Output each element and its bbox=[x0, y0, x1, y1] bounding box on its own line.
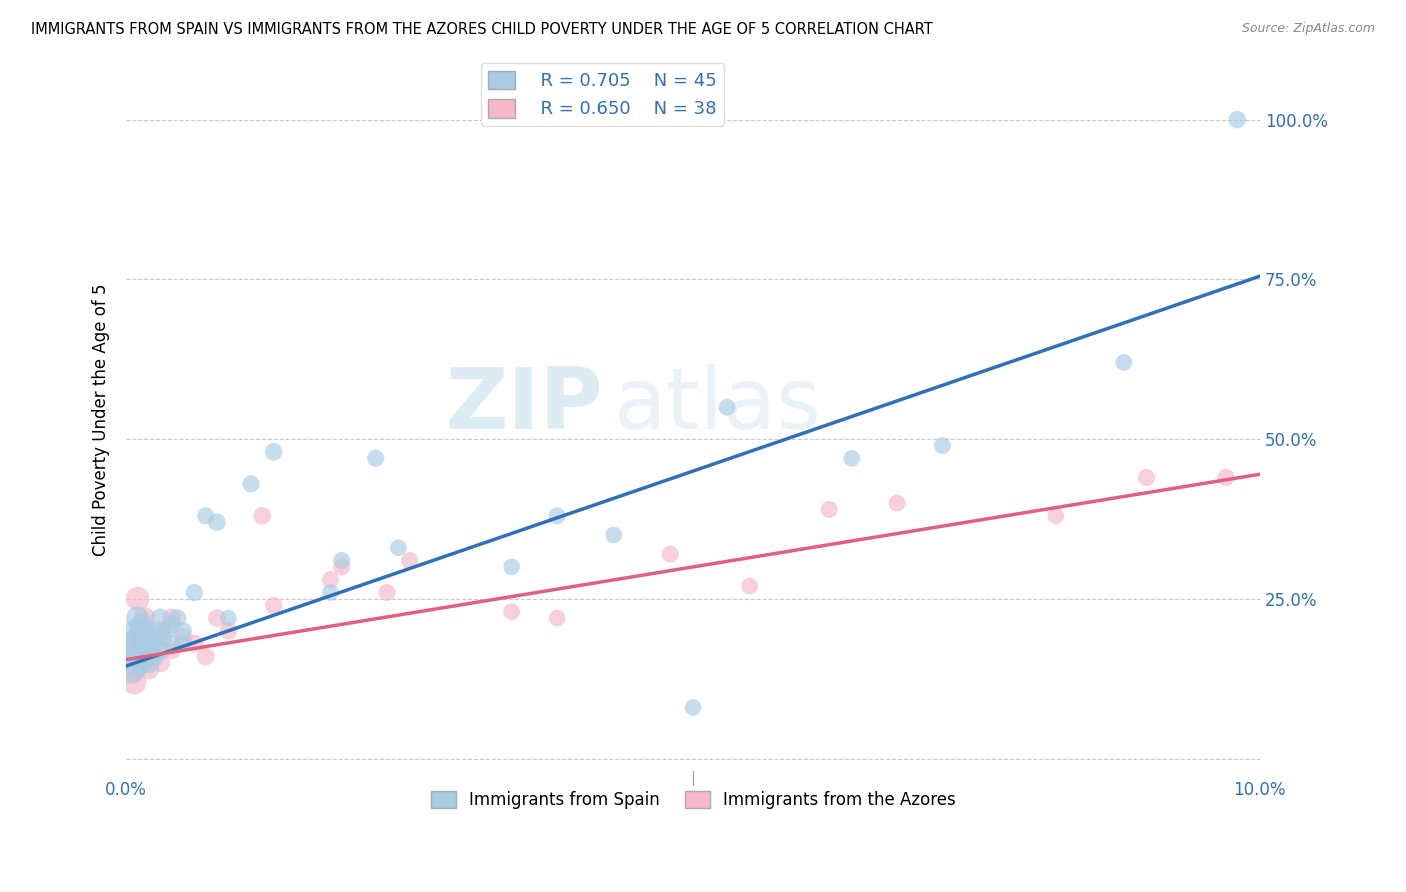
Point bbox=[143, 630, 166, 644]
Point bbox=[131, 617, 153, 632]
Point bbox=[138, 637, 160, 651]
Text: IMMIGRANTS FROM SPAIN VS IMMIGRANTS FROM THE AZORES CHILD POVERTY UNDER THE AGE : IMMIGRANTS FROM SPAIN VS IMMIGRANTS FROM… bbox=[31, 22, 932, 37]
Point bbox=[138, 662, 160, 676]
Point bbox=[141, 649, 163, 664]
Point bbox=[501, 560, 523, 574]
Point bbox=[716, 400, 738, 414]
Point bbox=[135, 630, 157, 644]
Point bbox=[121, 637, 143, 651]
Point bbox=[330, 553, 353, 567]
Point bbox=[131, 637, 153, 651]
Point bbox=[129, 624, 152, 638]
Point bbox=[127, 591, 149, 606]
Point bbox=[129, 643, 152, 657]
Point bbox=[132, 656, 155, 670]
Text: ZIP: ZIP bbox=[444, 365, 602, 448]
Point bbox=[138, 656, 160, 670]
Point bbox=[263, 599, 285, 613]
Point bbox=[1045, 508, 1067, 523]
Point bbox=[172, 630, 194, 644]
Point bbox=[263, 445, 285, 459]
Point bbox=[931, 438, 953, 452]
Point bbox=[1135, 470, 1157, 484]
Legend: Immigrants from Spain, Immigrants from the Azores: Immigrants from Spain, Immigrants from t… bbox=[423, 784, 962, 816]
Point bbox=[118, 662, 141, 676]
Point bbox=[603, 528, 626, 542]
Point bbox=[183, 585, 205, 599]
Point bbox=[886, 496, 908, 510]
Point bbox=[152, 630, 174, 644]
Point bbox=[166, 611, 188, 625]
Point bbox=[155, 624, 177, 638]
Point bbox=[364, 451, 387, 466]
Point bbox=[841, 451, 863, 466]
Point bbox=[132, 649, 155, 664]
Point bbox=[129, 630, 152, 644]
Point bbox=[160, 617, 183, 632]
Point bbox=[118, 649, 141, 664]
Point bbox=[149, 624, 172, 638]
Point bbox=[659, 547, 682, 561]
Point bbox=[121, 662, 143, 676]
Point bbox=[142, 649, 165, 664]
Point bbox=[217, 624, 239, 638]
Point bbox=[217, 611, 239, 625]
Point bbox=[122, 637, 145, 651]
Point bbox=[141, 643, 163, 657]
Point bbox=[149, 656, 172, 670]
Point bbox=[138, 643, 160, 657]
Text: Source: ZipAtlas.com: Source: ZipAtlas.com bbox=[1241, 22, 1375, 36]
Point bbox=[172, 624, 194, 638]
Point bbox=[125, 649, 148, 664]
Point bbox=[183, 637, 205, 651]
Point bbox=[1112, 355, 1135, 369]
Point bbox=[134, 637, 156, 651]
Point bbox=[160, 611, 183, 625]
Y-axis label: Child Poverty Under the Age of 5: Child Poverty Under the Age of 5 bbox=[93, 284, 110, 557]
Point bbox=[127, 656, 149, 670]
Point bbox=[682, 700, 704, 714]
Point bbox=[160, 637, 183, 651]
Point bbox=[1226, 112, 1249, 127]
Point bbox=[134, 611, 156, 625]
Point bbox=[135, 624, 157, 638]
Point bbox=[194, 508, 217, 523]
Point bbox=[1215, 470, 1237, 484]
Point bbox=[143, 637, 166, 651]
Point bbox=[160, 643, 183, 657]
Point bbox=[738, 579, 761, 593]
Point bbox=[127, 611, 149, 625]
Point bbox=[124, 624, 146, 638]
Point bbox=[252, 508, 274, 523]
Point bbox=[194, 649, 217, 664]
Point bbox=[319, 585, 342, 599]
Point bbox=[501, 605, 523, 619]
Point bbox=[122, 674, 145, 689]
Point bbox=[398, 553, 420, 567]
Point bbox=[149, 611, 172, 625]
Point bbox=[319, 573, 342, 587]
Point bbox=[205, 515, 228, 529]
Point bbox=[375, 585, 398, 599]
Point bbox=[172, 637, 194, 651]
Point bbox=[149, 643, 172, 657]
Point bbox=[818, 502, 841, 516]
Point bbox=[387, 541, 409, 555]
Point bbox=[546, 508, 568, 523]
Text: atlas: atlas bbox=[614, 365, 821, 448]
Point bbox=[546, 611, 568, 625]
Point bbox=[205, 611, 228, 625]
Point bbox=[330, 560, 353, 574]
Point bbox=[240, 476, 263, 491]
